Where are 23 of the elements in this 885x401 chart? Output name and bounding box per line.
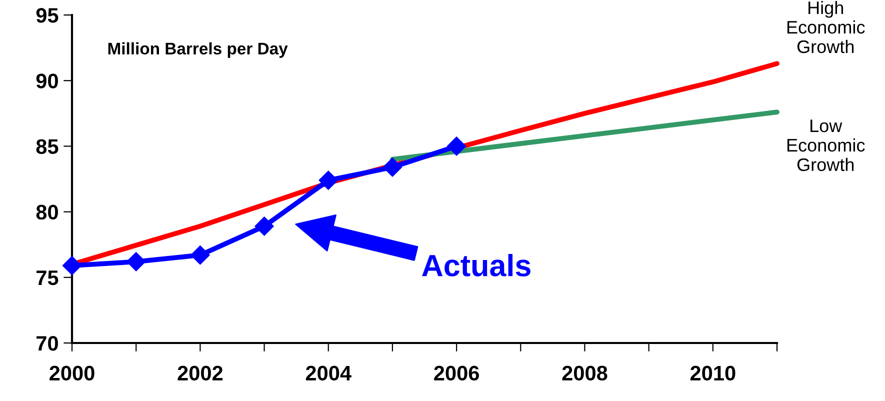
point [254, 216, 274, 236]
point [126, 252, 146, 272]
y-axis-title: Million Barrels per Day [108, 42, 288, 58]
point [447, 136, 466, 156]
x-tick-label: 2002 [178, 366, 223, 381]
y-tick-label: 75 [36, 270, 58, 286]
y-tick-label: 90 [36, 74, 58, 88]
y-tick-label: 95 [36, 8, 58, 23]
x-tick-label: 2000 [50, 366, 94, 381]
point [382, 158, 402, 177]
y-tick-label: 85 [36, 139, 58, 154]
x-tick-label: 2006 [434, 366, 479, 381]
series-label: Low Economic Growth [787, 120, 865, 172]
x-tick-label: 2010 [690, 366, 736, 381]
x-tick-label: 2008 [562, 366, 608, 381]
point [318, 170, 338, 190]
y-tick-label: 80 [36, 204, 58, 220]
series-label: High Economic Growth [787, 0, 865, 54]
point [190, 246, 210, 265]
text: Actuals [422, 254, 530, 276]
x-tick-label: 2004 [306, 366, 352, 381]
y-tick-label: 70 [36, 336, 58, 351]
point [62, 256, 82, 276]
